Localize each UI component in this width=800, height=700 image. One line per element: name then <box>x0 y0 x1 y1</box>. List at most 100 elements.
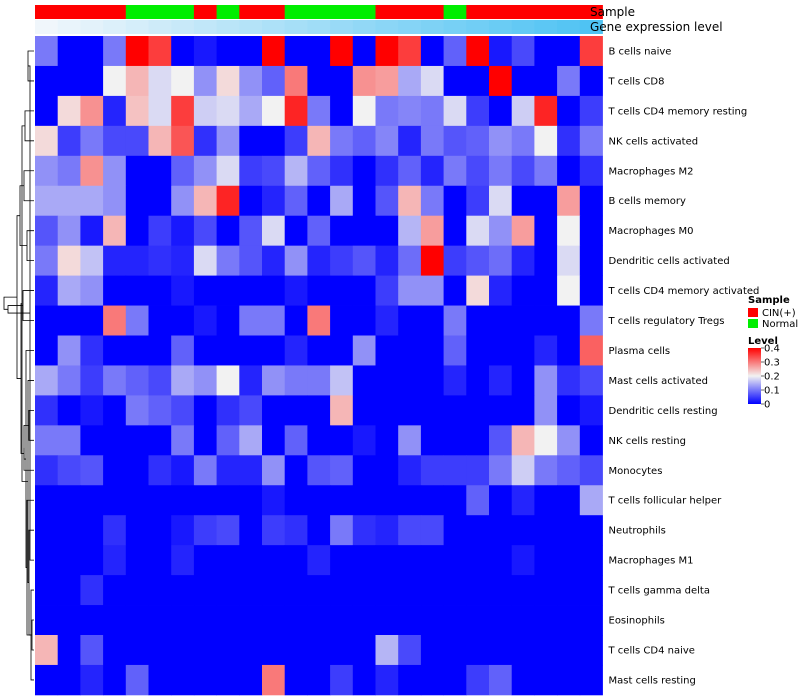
row-label-10: Plasma cells <box>609 346 671 357</box>
heatmap-cell-15-1 <box>57 485 81 516</box>
heatmap-cell-6-8 <box>216 215 240 247</box>
heatmap-cell-17-22 <box>534 545 558 576</box>
heatmap-cell-12-6 <box>171 395 195 426</box>
row-label-16: Neutrophils <box>609 526 666 537</box>
heatmap-cell-20-6 <box>171 635 195 666</box>
sample-cell-15 <box>375 5 399 19</box>
heatmap-cell-13-2 <box>80 425 104 456</box>
heatmap-cell-11-8 <box>216 365 240 396</box>
heatmap-cell-6-13 <box>330 215 354 247</box>
heatmap-cell-18-6 <box>171 575 195 606</box>
heatmap-cell-17-2 <box>80 545 104 576</box>
heatmap-cell-9-5 <box>148 305 172 336</box>
heatmap-cell-7-8 <box>216 245 240 276</box>
heatmap-cell-3-20 <box>489 125 513 157</box>
heatmap-cell-6-14 <box>352 215 376 247</box>
row-label-9: T cells regulatory Tregs <box>608 316 725 327</box>
heatmap-cell-18-2 <box>80 575 104 606</box>
heatmap-cell-10-19 <box>466 335 490 366</box>
heatmap-cell-4-10 <box>262 155 286 187</box>
sample-cell-23 <box>557 5 581 19</box>
heatmap-cell-9-1 <box>57 305 81 336</box>
heatmap-cell-20-13 <box>330 635 354 666</box>
heatmap-cell-13-21 <box>511 425 535 456</box>
heatmap-cell-17-18 <box>443 545 467 576</box>
heatmap-cell-18-16 <box>398 575 422 606</box>
heatmap-cell-0-4 <box>125 36 149 67</box>
heatmap-cell-21-14 <box>352 664 376 696</box>
heatmap-cell-2-2 <box>80 95 104 127</box>
heatmap-cell-6-6 <box>171 215 195 247</box>
heatmap-cell-21-10 <box>262 664 286 696</box>
heatmap-cell-1-21 <box>511 65 535 97</box>
heatmap-cell-3-19 <box>466 125 490 157</box>
heatmap-cell-9-18 <box>443 305 467 336</box>
heatmap-cells <box>35 36 603 696</box>
heatmap-cell-0-12 <box>307 36 331 67</box>
heatmap-cell-2-8 <box>216 95 240 127</box>
heatmap-cell-20-4 <box>125 635 149 666</box>
heatmap-cell-7-6 <box>171 245 195 276</box>
heatmap-cell-17-17 <box>420 545 444 576</box>
heatmap-cell-18-7 <box>193 575 217 606</box>
expression-cell-3 <box>103 20 127 34</box>
heatmap-cell-6-5 <box>148 215 172 247</box>
heatmap-cell-10-21 <box>511 335 535 366</box>
heatmap-cell-12-2 <box>80 395 104 426</box>
heatmap-cell-6-20 <box>489 215 513 247</box>
heatmap-cell-19-24 <box>579 605 603 636</box>
dendrogram-branch <box>19 185 27 247</box>
sample-cell-16 <box>398 5 422 19</box>
heatmap-cell-15-17 <box>420 485 444 516</box>
heatmap-cell-17-13 <box>330 545 354 576</box>
heatmap-cell-10-0 <box>35 335 59 366</box>
heatmap-cell-14-9 <box>239 455 263 486</box>
heatmap-cell-2-14 <box>352 95 376 127</box>
heatmap-cell-0-9 <box>239 36 263 67</box>
heatmap-cell-4-2 <box>80 155 104 187</box>
heatmap-cell-12-5 <box>148 395 172 426</box>
heatmap-cell-3-0 <box>35 125 59 157</box>
heatmap-cell-20-14 <box>352 635 376 666</box>
heatmap-cell-3-16 <box>398 125 422 157</box>
heatmap-cell-10-14 <box>352 335 376 366</box>
heatmap-cell-5-6 <box>171 185 195 217</box>
heatmap-cell-2-6 <box>171 95 195 127</box>
heatmap-cell-5-16 <box>398 185 422 217</box>
heatmap-cell-4-14 <box>352 155 376 187</box>
legend-swatch-cin <box>748 308 758 317</box>
heatmap-cell-5-17 <box>420 185 444 217</box>
heatmap-cell-2-21 <box>511 95 535 127</box>
heatmap-cell-13-14 <box>352 425 376 456</box>
expression-cell-14 <box>352 20 376 34</box>
heatmap-cell-4-17 <box>420 155 444 187</box>
heatmap-cell-8-16 <box>398 275 422 306</box>
heatmap-cell-11-5 <box>148 365 172 396</box>
heatmap-cell-4-1 <box>57 155 81 187</box>
dendrogram-branch <box>31 619 34 651</box>
heatmap-cell-20-20 <box>489 635 513 666</box>
row-label-1: T cells CD8 <box>608 76 665 87</box>
heatmap-cell-12-8 <box>216 395 240 426</box>
heatmap-cell-10-9 <box>239 335 263 366</box>
heatmap-cell-11-22 <box>534 365 558 396</box>
heatmap-cell-1-3 <box>103 65 127 97</box>
heatmap-cell-15-20 <box>489 485 513 516</box>
heatmap-cell-14-13 <box>330 455 354 486</box>
heatmap-cell-16-24 <box>579 515 603 546</box>
heatmap-cell-2-9 <box>239 95 263 127</box>
row-label-11: Mast cells activated <box>609 376 708 387</box>
heatmap-cell-21-23 <box>557 664 581 696</box>
sample-cell-13 <box>330 5 354 19</box>
heatmap-cell-5-5 <box>148 185 172 217</box>
expression-cell-23 <box>557 20 581 34</box>
heatmap-cell-7-11 <box>284 245 308 276</box>
sample-cell-3 <box>103 5 127 19</box>
row-label-3: NK cells activated <box>609 136 699 147</box>
heatmap-cell-20-15 <box>375 635 399 666</box>
heatmap-cell-21-22 <box>534 664 558 696</box>
heatmap-cell-13-10 <box>262 425 286 456</box>
expression-cell-18 <box>443 20 467 34</box>
heatmap-cell-5-3 <box>103 185 127 217</box>
heatmap-cell-4-12 <box>307 155 331 187</box>
